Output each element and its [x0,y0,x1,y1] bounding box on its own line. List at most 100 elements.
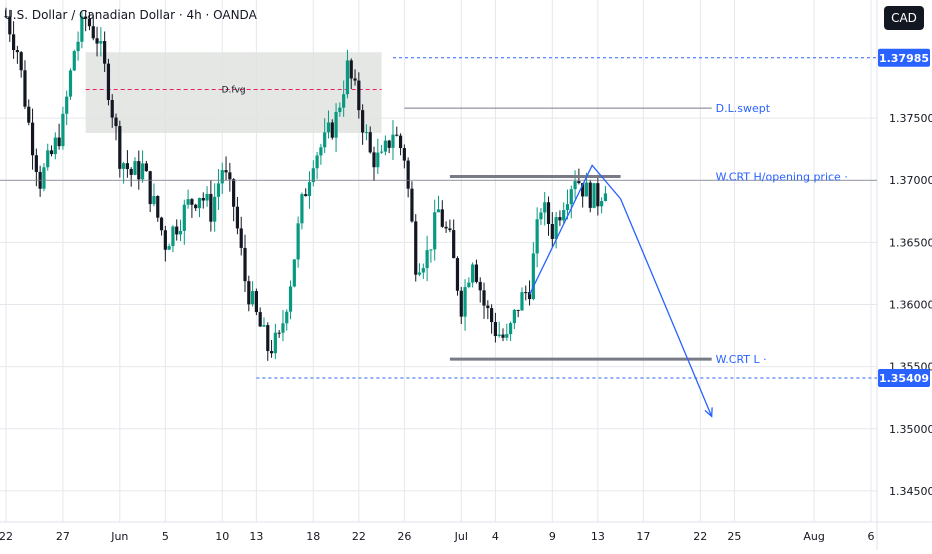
candle-body [410,188,414,222]
price-tick-label: 1.35000 [889,423,932,436]
candle-body [417,272,422,275]
candle-body [429,249,433,251]
candle-body [334,111,338,138]
candle-body [398,135,403,149]
candle-body [114,117,118,127]
candle-body [269,351,274,354]
candle-body [581,183,585,197]
candle-body [501,334,505,338]
candle-body [455,258,460,291]
price-tag [878,368,930,387]
candle-body [197,198,202,209]
candle-body [118,126,122,169]
candle-body [4,16,8,18]
candle-body [440,209,444,227]
time-tick-label: Jul [454,530,468,543]
candle-body [482,290,486,306]
candle-body [49,150,54,155]
candle-body [239,228,243,248]
candle-body [254,291,258,313]
time-tick-label: 17 [636,530,650,543]
candle-body [194,204,198,209]
candle-body [452,230,456,259]
candle-body [30,122,35,156]
candle-body [326,122,331,133]
candle-body [216,183,221,197]
candle-body [588,182,592,208]
candle-body [262,325,266,327]
candle-body [247,281,251,305]
candle-body [182,204,186,231]
candle-body [448,228,452,231]
candle-body [277,332,281,334]
candle-body [258,312,262,327]
candle-body [243,247,247,282]
candle-body [76,41,80,52]
time-tick-label: 26 [397,530,411,543]
candle-body [603,193,608,201]
candle-body [550,223,554,239]
price-tick-label: 1.34500 [889,485,932,498]
candle-body [584,182,589,197]
candle-body [414,221,418,275]
time-tick-label: 10 [215,530,229,543]
candle-body [84,16,88,19]
candle-body [95,38,99,44]
candle-body [368,132,372,153]
candle-body [148,171,152,205]
fvg-label: D.fvg [222,85,246,95]
candle-body [201,198,205,201]
candle-body [315,155,319,169]
candle-body [406,160,410,189]
candle-body [110,100,114,118]
time-tick-label: 22 [0,530,13,543]
candle-body [554,217,558,239]
candles-layer [4,7,608,361]
time-tick-label: 22 [352,530,366,543]
candle-body [61,113,65,147]
candle-body [493,322,498,337]
candle-body [577,181,581,184]
candle-body [133,161,137,175]
candle-body [300,194,304,224]
candle-body [471,264,475,283]
time-tick-label: 27 [56,530,70,543]
candle-body [91,26,95,39]
candle-body [288,286,293,312]
candle-body [159,217,164,231]
candle-body [304,194,308,197]
candle-body [444,226,448,229]
candle-body [186,199,190,205]
candle-body [163,230,167,250]
candle-body [80,16,84,42]
dl-swept-label: D.L.swept [716,102,771,115]
candle-body [285,311,289,324]
candle-body [349,60,353,79]
currency-button[interactable]: CAD [884,6,924,30]
candle-body [505,334,509,338]
price-tag-label: 1.35409 [879,372,929,385]
candle-body [106,63,111,101]
candle-body [508,323,513,335]
candle-body [156,196,160,218]
candle-body [171,226,175,247]
price-tick-label: 1.37000 [889,174,932,187]
candle-body [342,94,346,108]
candle-body [8,16,12,35]
candle-body [68,70,73,97]
price-tick-label: 1.37500 [889,112,932,125]
candle-body [600,200,604,207]
candle-body [490,308,494,323]
candle-body [273,332,277,354]
candle-body [364,132,369,134]
candle-body [137,161,141,180]
price-tick-label: 1.36000 [889,299,932,312]
time-tick-label: 5 [162,530,169,543]
price-tag [878,48,930,67]
candle-body [543,202,547,213]
candle-body [539,212,543,220]
candle-body [296,223,300,260]
candle-body [383,140,387,152]
candle-body [57,137,61,147]
